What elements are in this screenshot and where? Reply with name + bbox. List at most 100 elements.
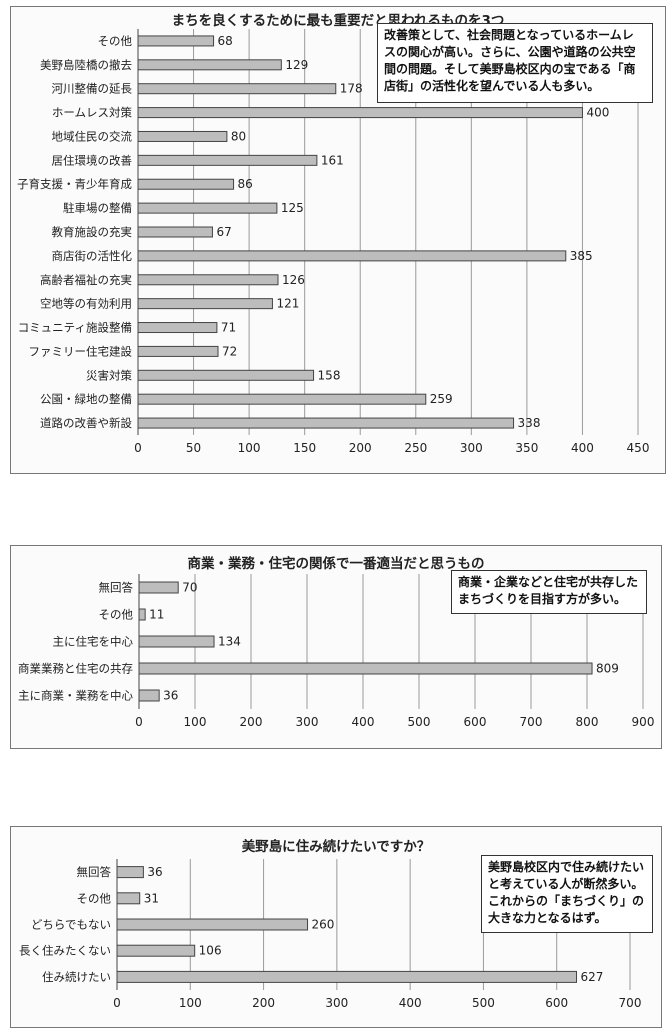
x-tick-label: 0 (113, 996, 121, 1010)
category-label: 子育支援・青少年育成 (17, 177, 132, 191)
bar (137, 83, 337, 95)
category-label: その他 (98, 34, 133, 48)
chart-note-1: 改善策として、社会問題となっているホームレ スの関心が高い。さらに、公園や道路の… (377, 23, 653, 103)
category-label: 教育施設の充実 (52, 225, 133, 239)
note-line: 美野島校区内で住み続けたい (488, 860, 645, 874)
bar (137, 417, 515, 429)
note-line: これからの「まちづくり」の (488, 894, 645, 908)
data-label: 260 (312, 918, 335, 932)
category-label: 長く住みたくない (19, 944, 111, 958)
category-label: 商業業務と住宅の共存 (18, 662, 133, 676)
data-label: 86 (238, 177, 253, 191)
data-label: 161 (321, 153, 344, 167)
x-tick-label: 500 (408, 715, 431, 729)
x-tick-label: 50 (186, 441, 201, 455)
x-tick-label: 600 (545, 996, 568, 1010)
x-tick-label: 600 (464, 715, 487, 729)
chart-svg-2: 0 100 200 300 400 500 600 700 800 900 無回答 70 その他 11 主に… (18, 574, 655, 729)
x-tick-label: 250 (404, 441, 427, 455)
data-label: 129 (285, 58, 308, 72)
note-line: スの関心が高い。さらに、公園や道路の公共空 (384, 45, 636, 59)
chart-panel-3: 美野島に住み続けたいですか？ 0 100 200 300 400 500 600 700 無回答… (10, 826, 662, 1028)
bar (137, 345, 219, 357)
bar (116, 892, 141, 905)
data-label: 36 (147, 865, 162, 879)
category-label: 住み続けたい (42, 970, 111, 984)
category-label: 災害対策 (86, 368, 132, 382)
note-line: 店街」の活性化を望んでいる人も多い。 (384, 79, 600, 93)
chart-panel-2: 商業・業務・住宅の関係で一番適当だと思うもの 0 100 200 300 400 500 6… (10, 545, 662, 749)
x-tick-label: 700 (520, 715, 543, 729)
bar (138, 689, 160, 702)
chart-svg-3: 0 100 200 300 400 500 600 700 無回答 36 その他 31 どちらでもない 2… (19, 859, 642, 1010)
x-tick-label: 200 (240, 715, 263, 729)
x-tick-label: 700 (619, 996, 642, 1010)
category-label: 空地等の有効利用 (40, 297, 132, 311)
bar (137, 107, 583, 119)
x-tick-label: 800 (576, 715, 599, 729)
data-label: 126 (282, 273, 305, 287)
data-label: 31 (144, 891, 159, 905)
bar (137, 226, 213, 238)
category-label: 高齢者福祉の充実 (40, 273, 132, 287)
data-label: 72 (222, 344, 237, 358)
bar (137, 35, 215, 47)
category-label: 公園・緑地の整備 (40, 392, 132, 406)
data-label: 70 (182, 581, 197, 595)
bar (137, 298, 273, 310)
data-label: 158 (318, 368, 341, 382)
bar (137, 59, 282, 71)
bar (137, 202, 278, 214)
x-tick-label: 900 (632, 715, 655, 729)
bar (137, 369, 315, 381)
category-label: コミュニティ施設整備 (18, 321, 132, 335)
category-label: その他 (99, 608, 134, 622)
note-line: 改善策として、社会問題となっているホームレ (384, 28, 634, 42)
note-line: 商業・企業などと住宅が共存した (458, 575, 639, 589)
bar (137, 274, 279, 286)
data-label: 68 (218, 34, 233, 48)
category-label: 無回答 (99, 581, 134, 595)
bar (138, 608, 146, 621)
category-label: ファミリー住宅建設 (29, 344, 133, 358)
bar (138, 581, 179, 594)
chart-note-2: 商業・企業などと住宅が共存した まちづくりを目指す方が多い。 (451, 570, 647, 614)
x-tick-label: 400 (399, 996, 422, 1010)
bar (116, 970, 578, 983)
data-label: 11 (149, 608, 164, 622)
bar (137, 250, 567, 262)
bar (116, 918, 309, 931)
x-tick-label: 450 (627, 441, 650, 455)
x-tick-label: 0 (134, 441, 142, 455)
data-label: 36 (163, 689, 178, 703)
category-label: 居住環境の改善 (52, 153, 133, 167)
data-label: 178 (340, 82, 363, 96)
category-label: 駐車場の整備 (63, 201, 132, 215)
data-label: 809 (596, 662, 619, 676)
category-label: どちらでもない (31, 918, 111, 932)
chart-svg-1: 0 50 100 150 200 250 300 350 400 450 その他 68 美野島陸橋の撤去… (17, 29, 650, 455)
x-tick-label: 400 (571, 441, 594, 455)
category-label: 河川整備の延長 (52, 82, 133, 96)
category-label: 地域住民の交流 (52, 129, 133, 143)
x-tick-label: 100 (184, 715, 207, 729)
bar (137, 130, 228, 142)
x-tick-label: 300 (325, 996, 348, 1010)
data-label: 106 (199, 944, 222, 958)
x-tick-label: 0 (135, 715, 143, 729)
note-line: と考えている人が断然多い。 (488, 877, 644, 891)
x-tick-label: 300 (296, 715, 319, 729)
data-label: 134 (218, 635, 241, 649)
bar (138, 635, 215, 648)
x-tick-label: 200 (349, 441, 372, 455)
data-label: 121 (276, 297, 299, 311)
category-label: その他 (77, 891, 112, 905)
data-label: 125 (281, 201, 304, 215)
bar (137, 178, 235, 190)
bar (116, 944, 196, 957)
note-line: 間の問題。そして美野島校区内の宝である「商 (384, 62, 636, 76)
chart-panel-1: まちを良くするために最も重要だと思われるものを3つ 0 50 100 150 200 25… (10, 6, 666, 474)
note-line: まちづくりを目指す方が多い。 (458, 592, 627, 606)
category-label: 無回答 (77, 865, 112, 879)
data-label: 338 (518, 416, 541, 430)
